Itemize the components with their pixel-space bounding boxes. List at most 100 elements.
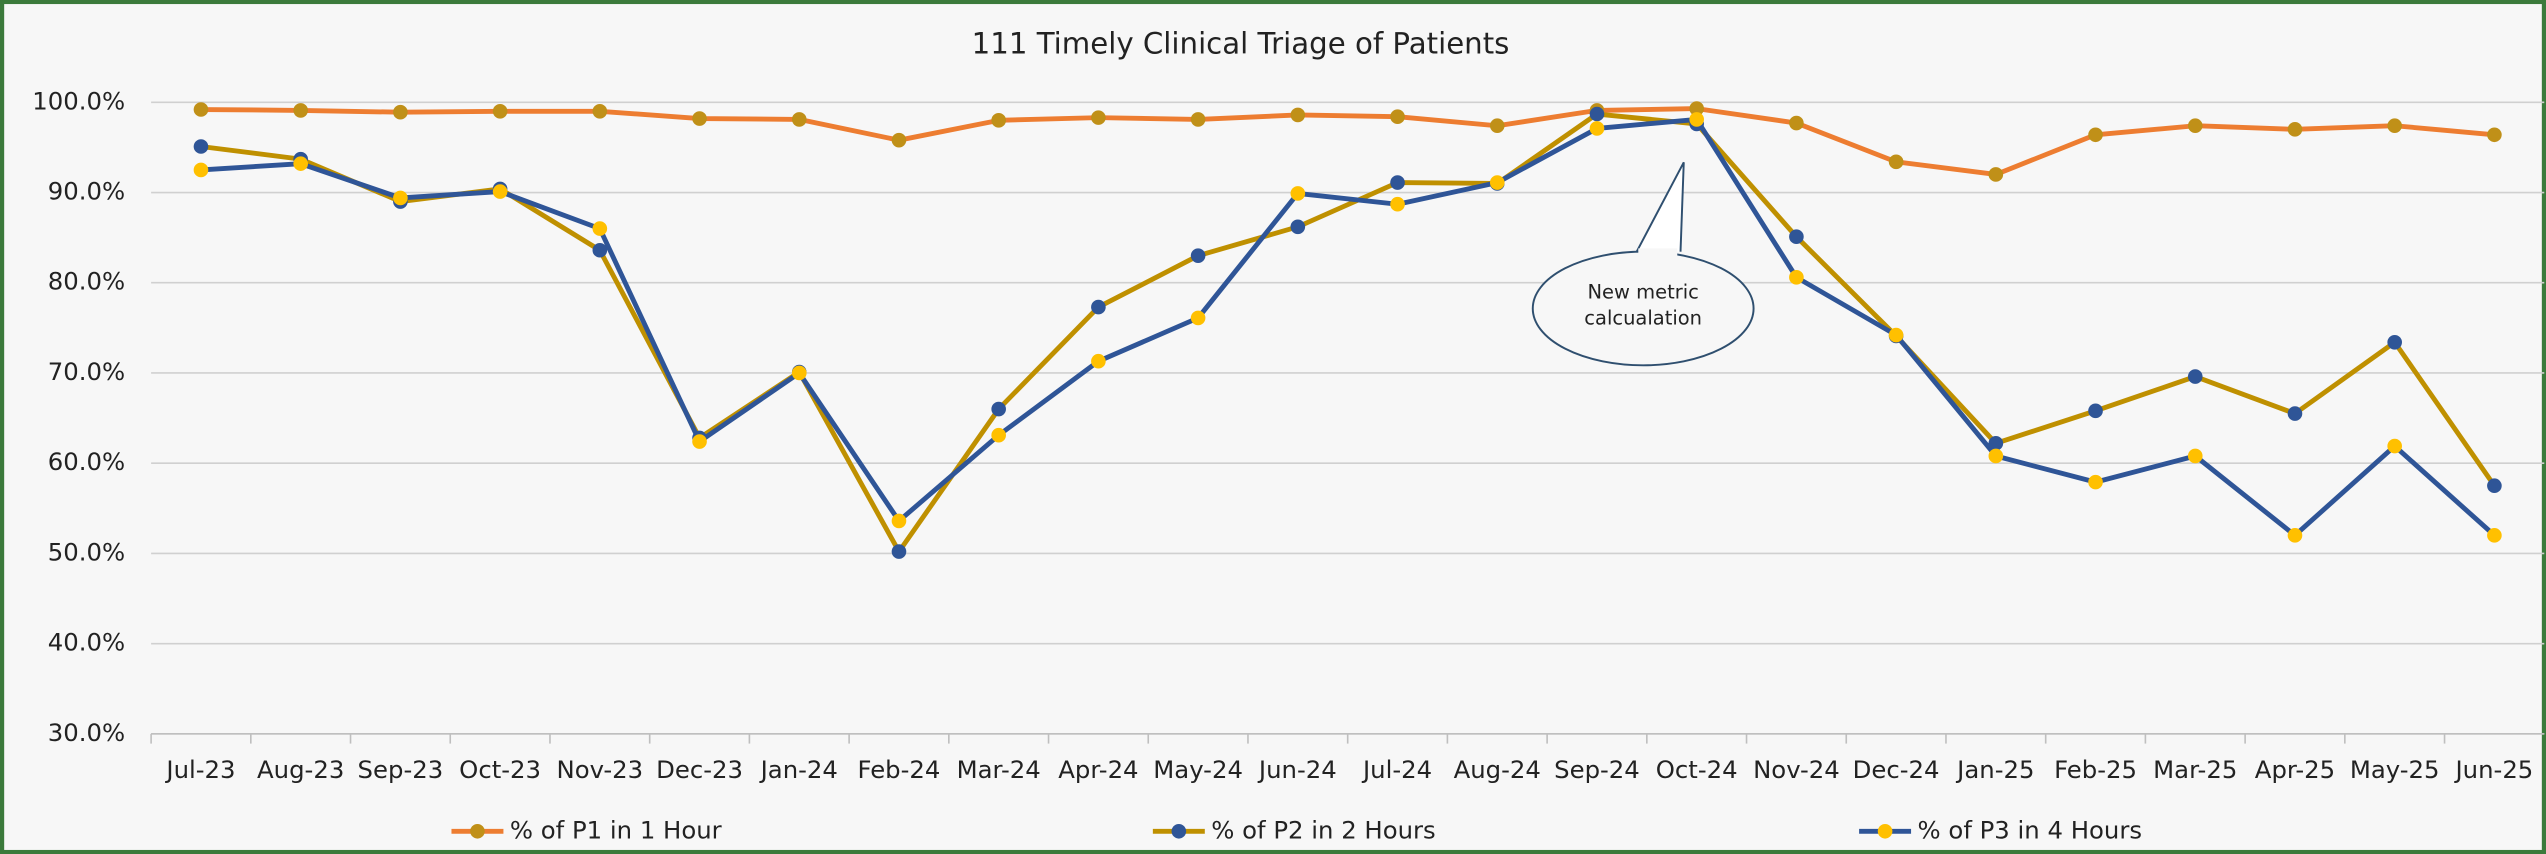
series-marker xyxy=(1091,110,1106,125)
series-marker xyxy=(592,242,608,258)
x-tick-label: Jan-24 xyxy=(759,755,838,784)
series-marker xyxy=(1988,436,2004,451)
y-tick-label: 40.0% xyxy=(48,628,125,657)
legend-label: % of P3 in 4 Hours xyxy=(1918,815,2142,844)
x-tick-label: Jul-23 xyxy=(164,755,235,784)
series-marker xyxy=(1589,121,1605,136)
series-marker xyxy=(492,104,508,119)
legend-marker xyxy=(470,823,485,839)
x-tick-label: Nov-24 xyxy=(1753,755,1840,784)
series-marker xyxy=(791,112,807,127)
series-marker xyxy=(2088,403,2103,419)
x-tick-label: Jan-25 xyxy=(1955,755,2034,784)
y-tick-label: 90.0% xyxy=(48,177,125,206)
x-tick-label: Oct-23 xyxy=(459,755,541,784)
x-tick-label: Dec-24 xyxy=(1853,755,1940,784)
series-marker xyxy=(991,401,1006,417)
annotation-box: New metric calcualation xyxy=(1584,280,1703,330)
x-tick-label: Aug-23 xyxy=(257,755,344,784)
series-marker xyxy=(2287,528,2303,543)
x-tick-label: Jun-24 xyxy=(1257,755,1337,784)
series-marker xyxy=(1789,115,1804,131)
series-marker xyxy=(991,113,1006,128)
series-marker xyxy=(1988,448,2004,464)
series-marker xyxy=(1190,248,1206,263)
x-tick-label: Apr-24 xyxy=(1058,755,1138,784)
y-tick-label: 30.0% xyxy=(48,718,125,747)
legend-label: % of P1 in 1 Hour xyxy=(510,815,723,844)
x-tick-label: Jul-24 xyxy=(1361,755,1432,784)
series-marker xyxy=(1290,107,1306,123)
x-tick-label: Mar-24 xyxy=(957,755,1041,784)
series-line xyxy=(200,116,2497,538)
y-tick-label: 80.0% xyxy=(48,267,125,296)
legend-label: % of P2 in 2 Hours xyxy=(1211,815,1435,844)
series-marker xyxy=(1489,118,1505,134)
callout-join xyxy=(1638,248,1678,259)
callout-pointer xyxy=(1635,161,1685,253)
series-marker xyxy=(592,221,608,236)
series-marker xyxy=(1091,299,1106,315)
series-marker xyxy=(2088,127,2103,143)
series-marker xyxy=(393,104,408,120)
y-tick-label: 100.0% xyxy=(32,86,125,115)
annotation: New metric calcualation xyxy=(1584,280,1703,330)
x-tick-label: Feb-25 xyxy=(2054,755,2137,784)
series-marker xyxy=(1290,219,1306,235)
series-marker xyxy=(592,104,608,119)
series-marker xyxy=(791,365,807,381)
series-marker xyxy=(2387,438,2402,454)
x-tick-label: May-25 xyxy=(2350,755,2440,784)
series-marker xyxy=(2187,369,2203,384)
series-marker xyxy=(1091,353,1106,369)
x-tick-label: Oct-24 xyxy=(1656,755,1738,784)
series-marker xyxy=(2088,474,2103,490)
series-marker xyxy=(2187,118,2203,134)
series-marker xyxy=(193,162,209,178)
x-tick-label: Dec-23 xyxy=(656,755,743,784)
series-marker xyxy=(1290,186,1306,201)
series-marker xyxy=(1589,106,1605,122)
series-marker xyxy=(293,103,308,118)
series-marker xyxy=(891,513,907,529)
series-marker xyxy=(692,111,707,126)
legend-marker xyxy=(1171,823,1187,839)
series-marker xyxy=(193,102,209,117)
series-marker xyxy=(991,427,1006,443)
x-tick-label: Aug-24 xyxy=(1454,755,1541,784)
series-marker xyxy=(2287,406,2303,421)
series-marker xyxy=(1489,175,1505,190)
series-marker xyxy=(2287,122,2303,137)
series-marker xyxy=(1689,112,1704,127)
series-marker xyxy=(2387,334,2402,350)
series-marker xyxy=(1190,310,1206,326)
series-marker xyxy=(2487,528,2502,543)
chart-title: 111 Timely Clinical Triage of Patients xyxy=(972,26,1510,60)
series-marker xyxy=(1390,175,1405,190)
x-tick-label: May-24 xyxy=(1153,755,1243,784)
y-tick-label: 50.0% xyxy=(48,537,125,566)
x-tick-label: Sep-24 xyxy=(1554,755,1640,784)
legend-marker xyxy=(1877,823,1893,839)
series-marker xyxy=(1988,167,2004,182)
series-marker xyxy=(2487,478,2502,494)
x-tick-label: Sep-23 xyxy=(358,755,444,784)
series-marker xyxy=(492,184,508,199)
series-marker xyxy=(891,132,907,148)
series-marker xyxy=(1888,327,1904,343)
x-tick-label: Jun-25 xyxy=(2453,755,2533,784)
series-marker xyxy=(2187,448,2203,464)
series-marker xyxy=(293,156,308,171)
x-tick-label: Nov-23 xyxy=(557,755,644,784)
x-tick-label: Mar-25 xyxy=(2153,755,2237,784)
series-marker xyxy=(891,544,907,559)
series-marker xyxy=(393,190,408,206)
series-marker xyxy=(2387,118,2402,134)
series-marker xyxy=(1789,229,1804,245)
series-marker xyxy=(2487,127,2502,143)
x-tick-label: Feb-24 xyxy=(858,755,941,784)
series-marker xyxy=(692,434,707,449)
